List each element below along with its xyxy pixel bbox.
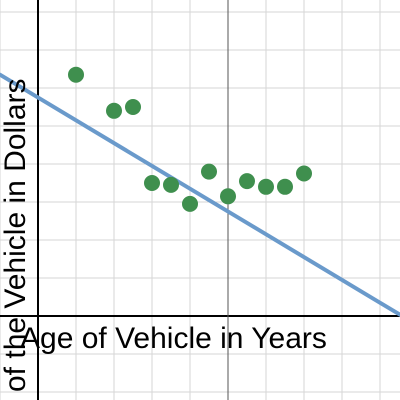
- data-point: [144, 175, 160, 191]
- x-axis-label: Age of Vehicle in Years: [20, 322, 327, 355]
- data-point: [201, 163, 217, 180]
- data-points: [68, 66, 312, 212]
- data-point: [106, 102, 122, 119]
- data-point: [239, 173, 255, 190]
- y-axis-label: of the Vehicle in Dollars: [0, 78, 32, 392]
- data-point: [68, 66, 84, 83]
- data-point: [258, 178, 274, 195]
- trendline: [0, 72, 400, 318]
- data-point: [182, 195, 198, 212]
- data-point: [296, 165, 312, 182]
- data-point: [220, 188, 236, 205]
- data-point: [125, 99, 141, 115]
- data-point: [277, 178, 293, 195]
- data-point: [163, 176, 179, 193]
